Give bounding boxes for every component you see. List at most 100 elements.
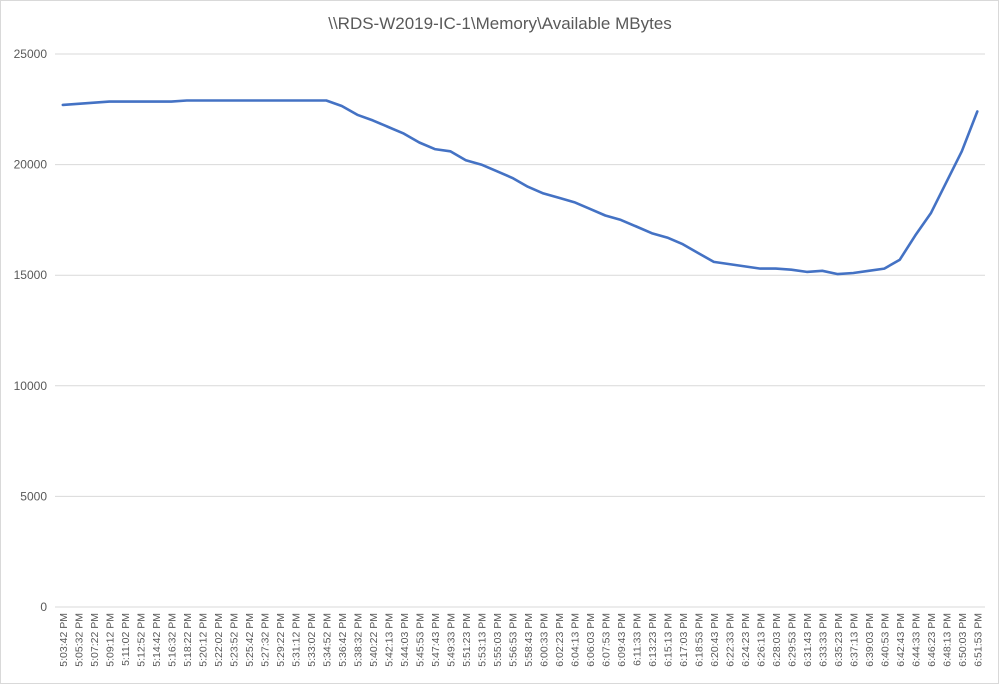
data-point <box>697 252 699 254</box>
x-tick-label: 5:47:43 PM <box>430 613 442 667</box>
x-tick-label: 5:55:03 PM <box>492 613 504 667</box>
x-tick-label: 6:24:23 PM <box>740 613 752 667</box>
data-point <box>542 192 544 194</box>
data-point <box>372 119 374 121</box>
x-tick-label: 5:07:22 PM <box>89 613 101 667</box>
x-tick-label: 6:22:33 PM <box>724 613 736 667</box>
x-tick-label: 6:11:33 PM <box>631 613 643 666</box>
data-point <box>682 243 684 245</box>
data-point <box>108 100 110 103</box>
x-tick-label: 6:28:03 PM <box>771 613 783 667</box>
x-tick-label: 5:25:42 PM <box>244 613 256 667</box>
x-tick-label: 6:18:53 PM <box>693 613 705 667</box>
x-tick-label: 5:42:13 PM <box>383 613 395 667</box>
x-tick-label: 5:23:52 PM <box>228 613 240 667</box>
data-point <box>945 181 947 183</box>
x-tick-label: 6:33:33 PM <box>817 613 829 667</box>
data-point <box>744 265 746 267</box>
x-tick-label: 5:16:32 PM <box>166 613 178 667</box>
data-point <box>77 103 79 105</box>
x-tick-label: 5:18:22 PM <box>182 613 194 667</box>
x-tick-label: 5:03:42 PM <box>58 613 70 667</box>
data-point <box>914 234 916 236</box>
x-tick-label: 6:07:53 PM <box>600 613 612 667</box>
data-point <box>387 126 389 128</box>
data-point <box>248 99 250 102</box>
x-tick-label: 5:36:42 PM <box>337 613 349 667</box>
data-point <box>139 100 141 103</box>
data-point <box>217 99 219 102</box>
x-tick-label: 5:40:22 PM <box>368 613 380 667</box>
data-point <box>961 150 963 152</box>
x-tick-label: 6:26:13 PM <box>755 613 767 667</box>
data-point <box>930 212 932 214</box>
x-tick-label: 6:44:33 PM <box>910 613 922 667</box>
data-point <box>325 99 327 102</box>
data-point <box>480 164 482 166</box>
x-tick-label: 5:53:13 PM <box>476 613 488 667</box>
y-tick-label: 5000 <box>20 489 47 503</box>
data-point <box>511 177 513 179</box>
x-tick-label: 5:58:43 PM <box>523 613 535 667</box>
data-point <box>403 133 405 135</box>
x-tick-label: 5:44:03 PM <box>399 613 411 667</box>
data-point <box>496 170 498 172</box>
x-tick-label: 5:49:33 PM <box>445 613 457 667</box>
x-tick-label: 5:14:42 PM <box>151 613 163 667</box>
data-point <box>759 267 761 270</box>
x-tick-label: 5:05:32 PM <box>73 613 85 667</box>
x-tick-label: 6:02:23 PM <box>554 613 566 667</box>
x-tick-label: 6:35:23 PM <box>833 613 845 667</box>
x-tick-label: 5:33:02 PM <box>306 613 318 667</box>
series-layer <box>61 99 979 276</box>
data-point <box>186 99 188 102</box>
chart-title: \\RDS-W2019-IC-1\Memory\Available MBytes <box>328 14 672 33</box>
data-point <box>666 236 668 239</box>
x-tick-label: 5:29:22 PM <box>275 613 287 667</box>
data-point <box>821 270 823 272</box>
gridlines <box>55 53 985 608</box>
x-tick-label: 6:46:23 PM <box>926 613 938 667</box>
x-tick-label: 5:22:02 PM <box>213 613 225 667</box>
data-point <box>93 102 95 104</box>
data-point <box>976 110 978 113</box>
data-point <box>728 263 730 265</box>
data-point <box>434 148 436 150</box>
x-tick-label: 5:56:53 PM <box>507 613 519 667</box>
data-point <box>790 269 792 271</box>
data-point <box>573 201 575 203</box>
data-point <box>713 261 715 263</box>
x-tick-label: 6:50:03 PM <box>957 613 969 667</box>
y-axis-tick-labels: 0 5000 10000 15000 20000 25000 <box>14 47 48 614</box>
x-tick-label: 5:12:52 PM <box>135 613 147 667</box>
data-point <box>62 104 64 106</box>
data-point <box>263 99 265 102</box>
data-point <box>651 232 653 234</box>
data-point <box>620 219 622 221</box>
x-tick-label: 6:20:43 PM <box>709 613 721 667</box>
x-tick-label: 6:40:53 PM <box>879 613 891 667</box>
data-point <box>589 208 591 210</box>
x-tick-label: 6:31:43 PM <box>802 613 814 667</box>
data-point <box>899 259 901 261</box>
data-point <box>170 100 172 103</box>
data-point <box>465 159 467 161</box>
data-point <box>558 197 560 199</box>
x-tick-label: 5:09:12 PM <box>104 613 116 667</box>
x-tick-label: 5:20:12 PM <box>197 613 209 667</box>
x-tick-label: 5:45:53 PM <box>414 613 426 667</box>
data-point <box>341 105 343 107</box>
x-tick-label: 6:06:03 PM <box>585 613 597 667</box>
x-tick-label: 6:29:53 PM <box>786 613 798 667</box>
x-tick-label: 6:15:13 PM <box>662 613 674 667</box>
data-point <box>294 99 296 102</box>
data-point <box>232 99 234 102</box>
x-tick-label: 6:37:13 PM <box>848 613 860 667</box>
data-point <box>279 99 281 102</box>
y-tick-label: 0 <box>40 600 47 614</box>
data-point <box>155 100 157 103</box>
x-tick-label: 6:09:43 PM <box>616 613 628 667</box>
data-point <box>852 272 854 274</box>
